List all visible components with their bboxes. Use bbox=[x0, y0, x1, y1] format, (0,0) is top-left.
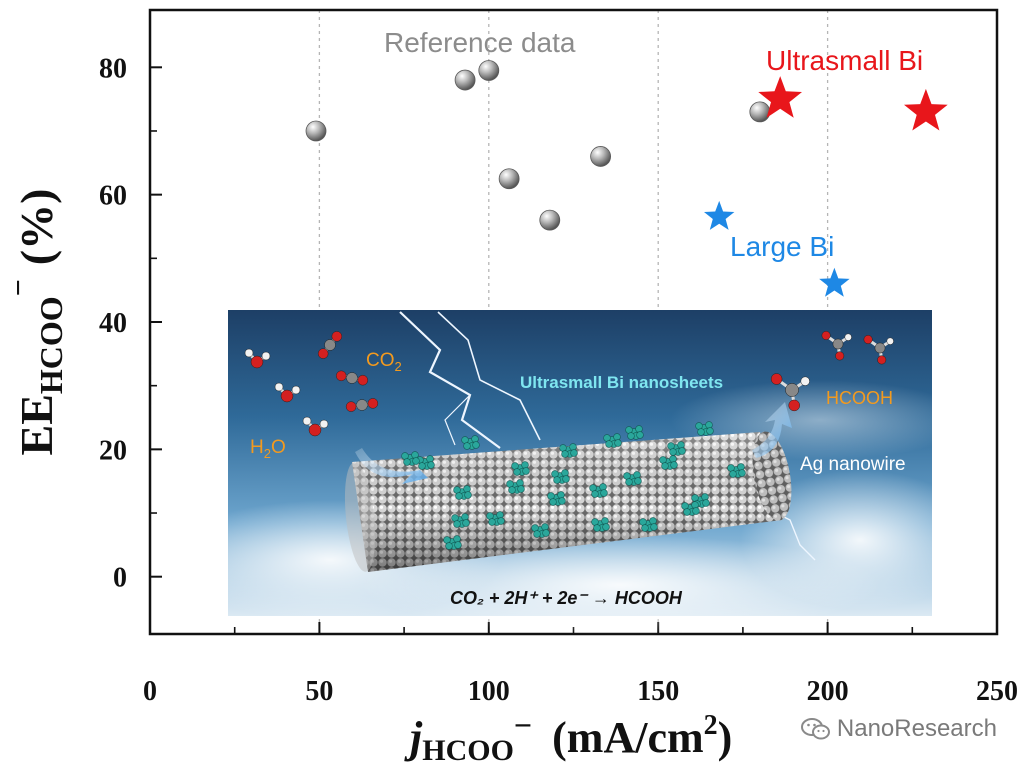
inflow-arrow bbox=[355, 448, 428, 484]
bi-cluster bbox=[547, 491, 566, 506]
point-reference-data bbox=[590, 146, 612, 167]
bi-cluster bbox=[506, 479, 525, 494]
co2-label: CO2 bbox=[366, 350, 402, 374]
y-tick-label: 80 bbox=[99, 53, 127, 84]
y-tick-label: 40 bbox=[99, 308, 127, 339]
bi-cluster bbox=[727, 463, 746, 478]
wechat-icon bbox=[800, 718, 830, 740]
x-axis-ticks: 0 50 100 150 200 250 bbox=[143, 622, 1018, 707]
point-reference-data bbox=[498, 168, 520, 190]
point-reference-data bbox=[454, 69, 476, 91]
outflow-arrow bbox=[752, 402, 792, 458]
bi-cluster bbox=[625, 425, 644, 440]
bi-cluster bbox=[451, 513, 470, 528]
y-tick-label: 0 bbox=[113, 563, 127, 594]
bi-cluster bbox=[591, 517, 610, 532]
svg-text:EEHCOO−(%): EEHCOO−(%) bbox=[2, 189, 69, 456]
bi-cluster bbox=[486, 511, 505, 526]
annotation-reference: Reference data bbox=[384, 27, 576, 58]
reaction-equation: CO₂ + 2H⁺ + 2e⁻ → HCOOH bbox=[450, 588, 683, 608]
y-tick-label: 20 bbox=[99, 435, 127, 466]
bi-cluster bbox=[695, 421, 714, 436]
x-axis-label: jHCOO− (mA/cm2) bbox=[404, 707, 732, 767]
svg-text:jHCOO−(mA/cm2): jHCOO− (mA/cm2) bbox=[404, 707, 732, 767]
bi-cluster bbox=[639, 517, 658, 532]
bi-cluster bbox=[531, 523, 550, 538]
lightning-bolt bbox=[444, 394, 471, 446]
point-large-bi bbox=[704, 200, 735, 230]
annotation-large: Large Bi bbox=[730, 231, 834, 262]
bi-cluster bbox=[667, 441, 686, 456]
annotation-ultrasmall: Ultrasmall Bi bbox=[766, 45, 923, 76]
bi-cluster bbox=[589, 483, 608, 498]
bi-cluster bbox=[659, 455, 678, 470]
bi-cluster bbox=[559, 443, 578, 458]
y-axis-label: EEHCOO−(%) bbox=[2, 189, 69, 456]
x-tick-label: 150 bbox=[637, 676, 679, 707]
point-ultrasmall-bi bbox=[758, 76, 802, 118]
inset-illustration: CO2 H2O Ultrasmall Bi nanosheets HCOOH A… bbox=[160, 310, 980, 635]
x-tick-label: 0 bbox=[143, 676, 157, 707]
bi-cluster bbox=[623, 471, 642, 486]
point-reference-data bbox=[749, 101, 771, 123]
bi-cluster bbox=[401, 451, 420, 466]
x-tick-label: 200 bbox=[807, 676, 849, 707]
hcooh-label: HCOOH bbox=[826, 388, 893, 408]
x-tick-label: 50 bbox=[305, 676, 333, 707]
point-reference-data bbox=[539, 209, 561, 231]
bi-cluster bbox=[511, 461, 530, 476]
bi-cluster bbox=[551, 469, 570, 484]
nanowire-label: Ag nanowire bbox=[800, 454, 906, 475]
point-reference-data bbox=[478, 60, 500, 81]
x-tick-label: 100 bbox=[468, 676, 510, 707]
watermark-text: NanoResearch bbox=[836, 715, 997, 742]
point-reference-data bbox=[305, 120, 327, 142]
lightning-bolt bbox=[399, 311, 501, 449]
molecules bbox=[244, 331, 894, 437]
bi-cluster bbox=[461, 435, 480, 450]
inset-cloud bbox=[740, 470, 980, 610]
point-ultrasmall-bi bbox=[904, 88, 948, 131]
bi-cluster bbox=[416, 455, 435, 470]
data-points bbox=[305, 60, 948, 297]
bi-cluster bbox=[453, 485, 472, 500]
x-tick-label: 250 bbox=[976, 676, 1018, 707]
y-tick-label: 60 bbox=[99, 181, 127, 212]
bi-cluster bbox=[681, 501, 700, 516]
bi-cluster bbox=[603, 433, 622, 448]
bi-cluster bbox=[443, 535, 462, 550]
point-large-bi bbox=[819, 267, 850, 297]
y-axis-ticks: 0 20 40 60 80 bbox=[99, 53, 162, 594]
lightning-bolt bbox=[437, 311, 541, 441]
watermark: NanoResearch bbox=[800, 715, 997, 743]
h2o-label: H2O bbox=[250, 437, 286, 461]
bi-nanosheet-clusters bbox=[401, 421, 746, 550]
nanosheets-label: Ultrasmall Bi nanosheets bbox=[520, 373, 723, 392]
